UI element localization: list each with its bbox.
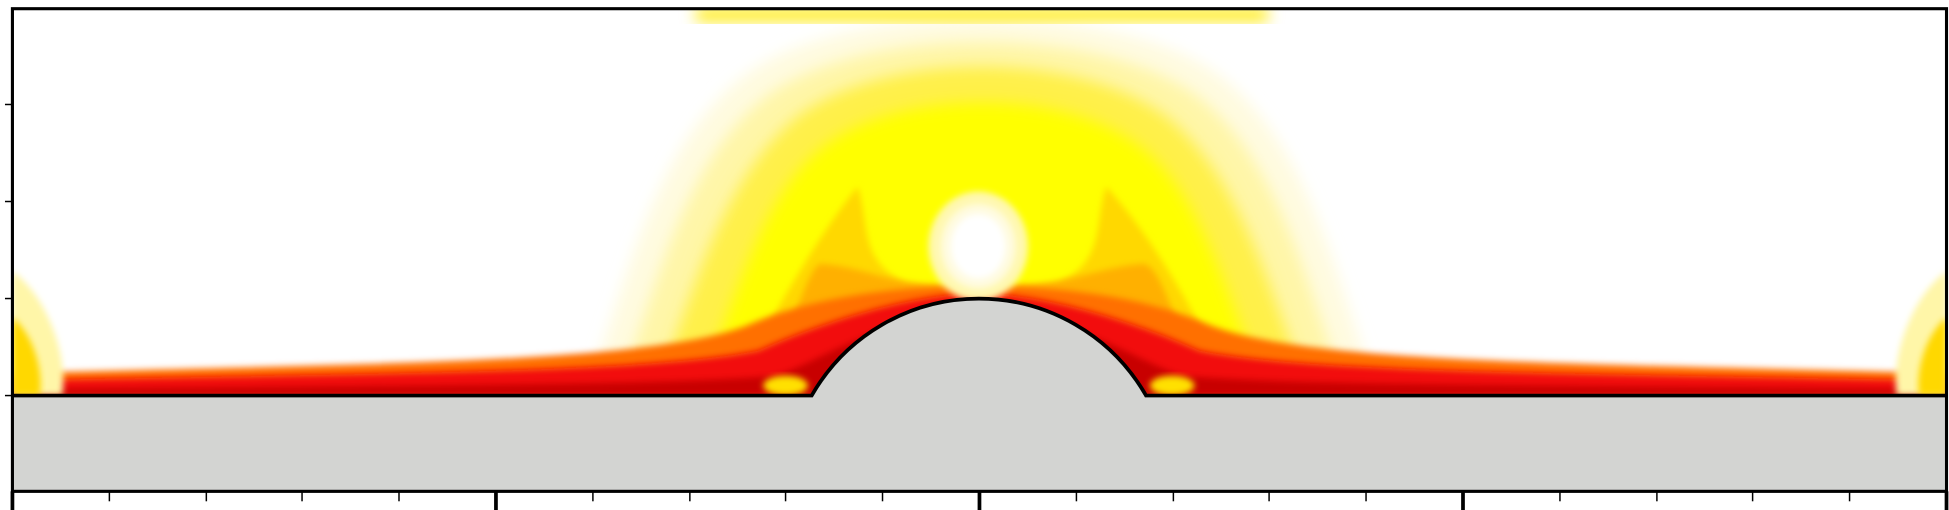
wall-outline (12, 296, 1947, 398)
wall-plume (1918, 317, 1947, 396)
contour-core (950, 213, 1006, 279)
contour-pocket (763, 375, 808, 396)
solid-wall (12, 298, 1947, 492)
contour-pocket (1149, 375, 1195, 396)
top-band (696, 8, 1268, 22)
wall-plume (12, 317, 41, 396)
axis-ticks (4, 103, 1949, 510)
